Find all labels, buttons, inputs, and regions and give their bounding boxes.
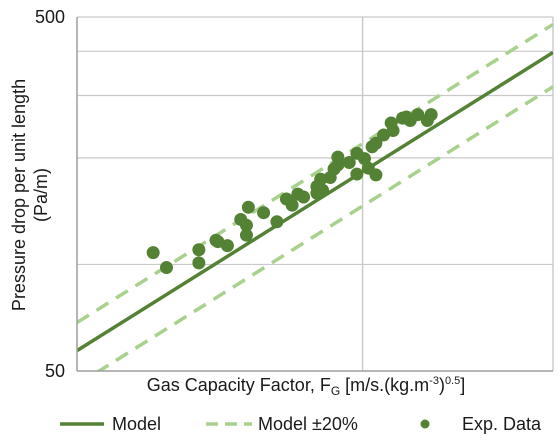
legend-data-label: Exp. Data [462,414,542,434]
model-band-lines [77,22,553,371]
data-point [257,206,271,220]
gridlines [77,16,554,371]
data-point [331,150,345,164]
model-band-line [77,22,553,325]
model-line-layer [77,50,553,353]
data-point [297,190,311,204]
legend-model-label: Model [112,414,161,434]
data-point [424,108,438,122]
legend: Model Model ±20% Exp. Data [60,414,542,434]
model-band-line [95,85,553,371]
data-point [146,246,160,260]
data-point [220,239,234,253]
data-point [159,261,173,275]
y-axis-label-line-2: (Pa/m) [31,168,51,222]
data-point [270,215,284,229]
data-point [350,167,364,181]
data-point [369,168,383,182]
data-point [239,218,253,232]
data-point [192,243,206,257]
legend-data-marker [420,419,430,429]
data-points [146,108,438,275]
data-point [285,198,299,212]
data-point [241,200,255,214]
data-point [192,256,206,270]
data-point [386,123,400,137]
y-tick-labels: 50 500 [35,7,65,381]
y-tick-label: 500 [35,7,65,27]
data-point [316,183,330,197]
axes [76,17,553,372]
x-axis-label: Gas Capacity Factor, FG [m/s.(kg.m-3)0.5… [147,375,466,398]
model-line [77,50,553,353]
legend-band-label: Model ±20% [258,414,358,434]
y-tick-label: 50 [45,361,65,381]
data-point [239,228,253,242]
y-axis-label-line-1: Pressure drop per unit length [9,79,29,311]
data-point [342,156,356,170]
data-point [369,136,383,150]
data-point [411,108,425,122]
